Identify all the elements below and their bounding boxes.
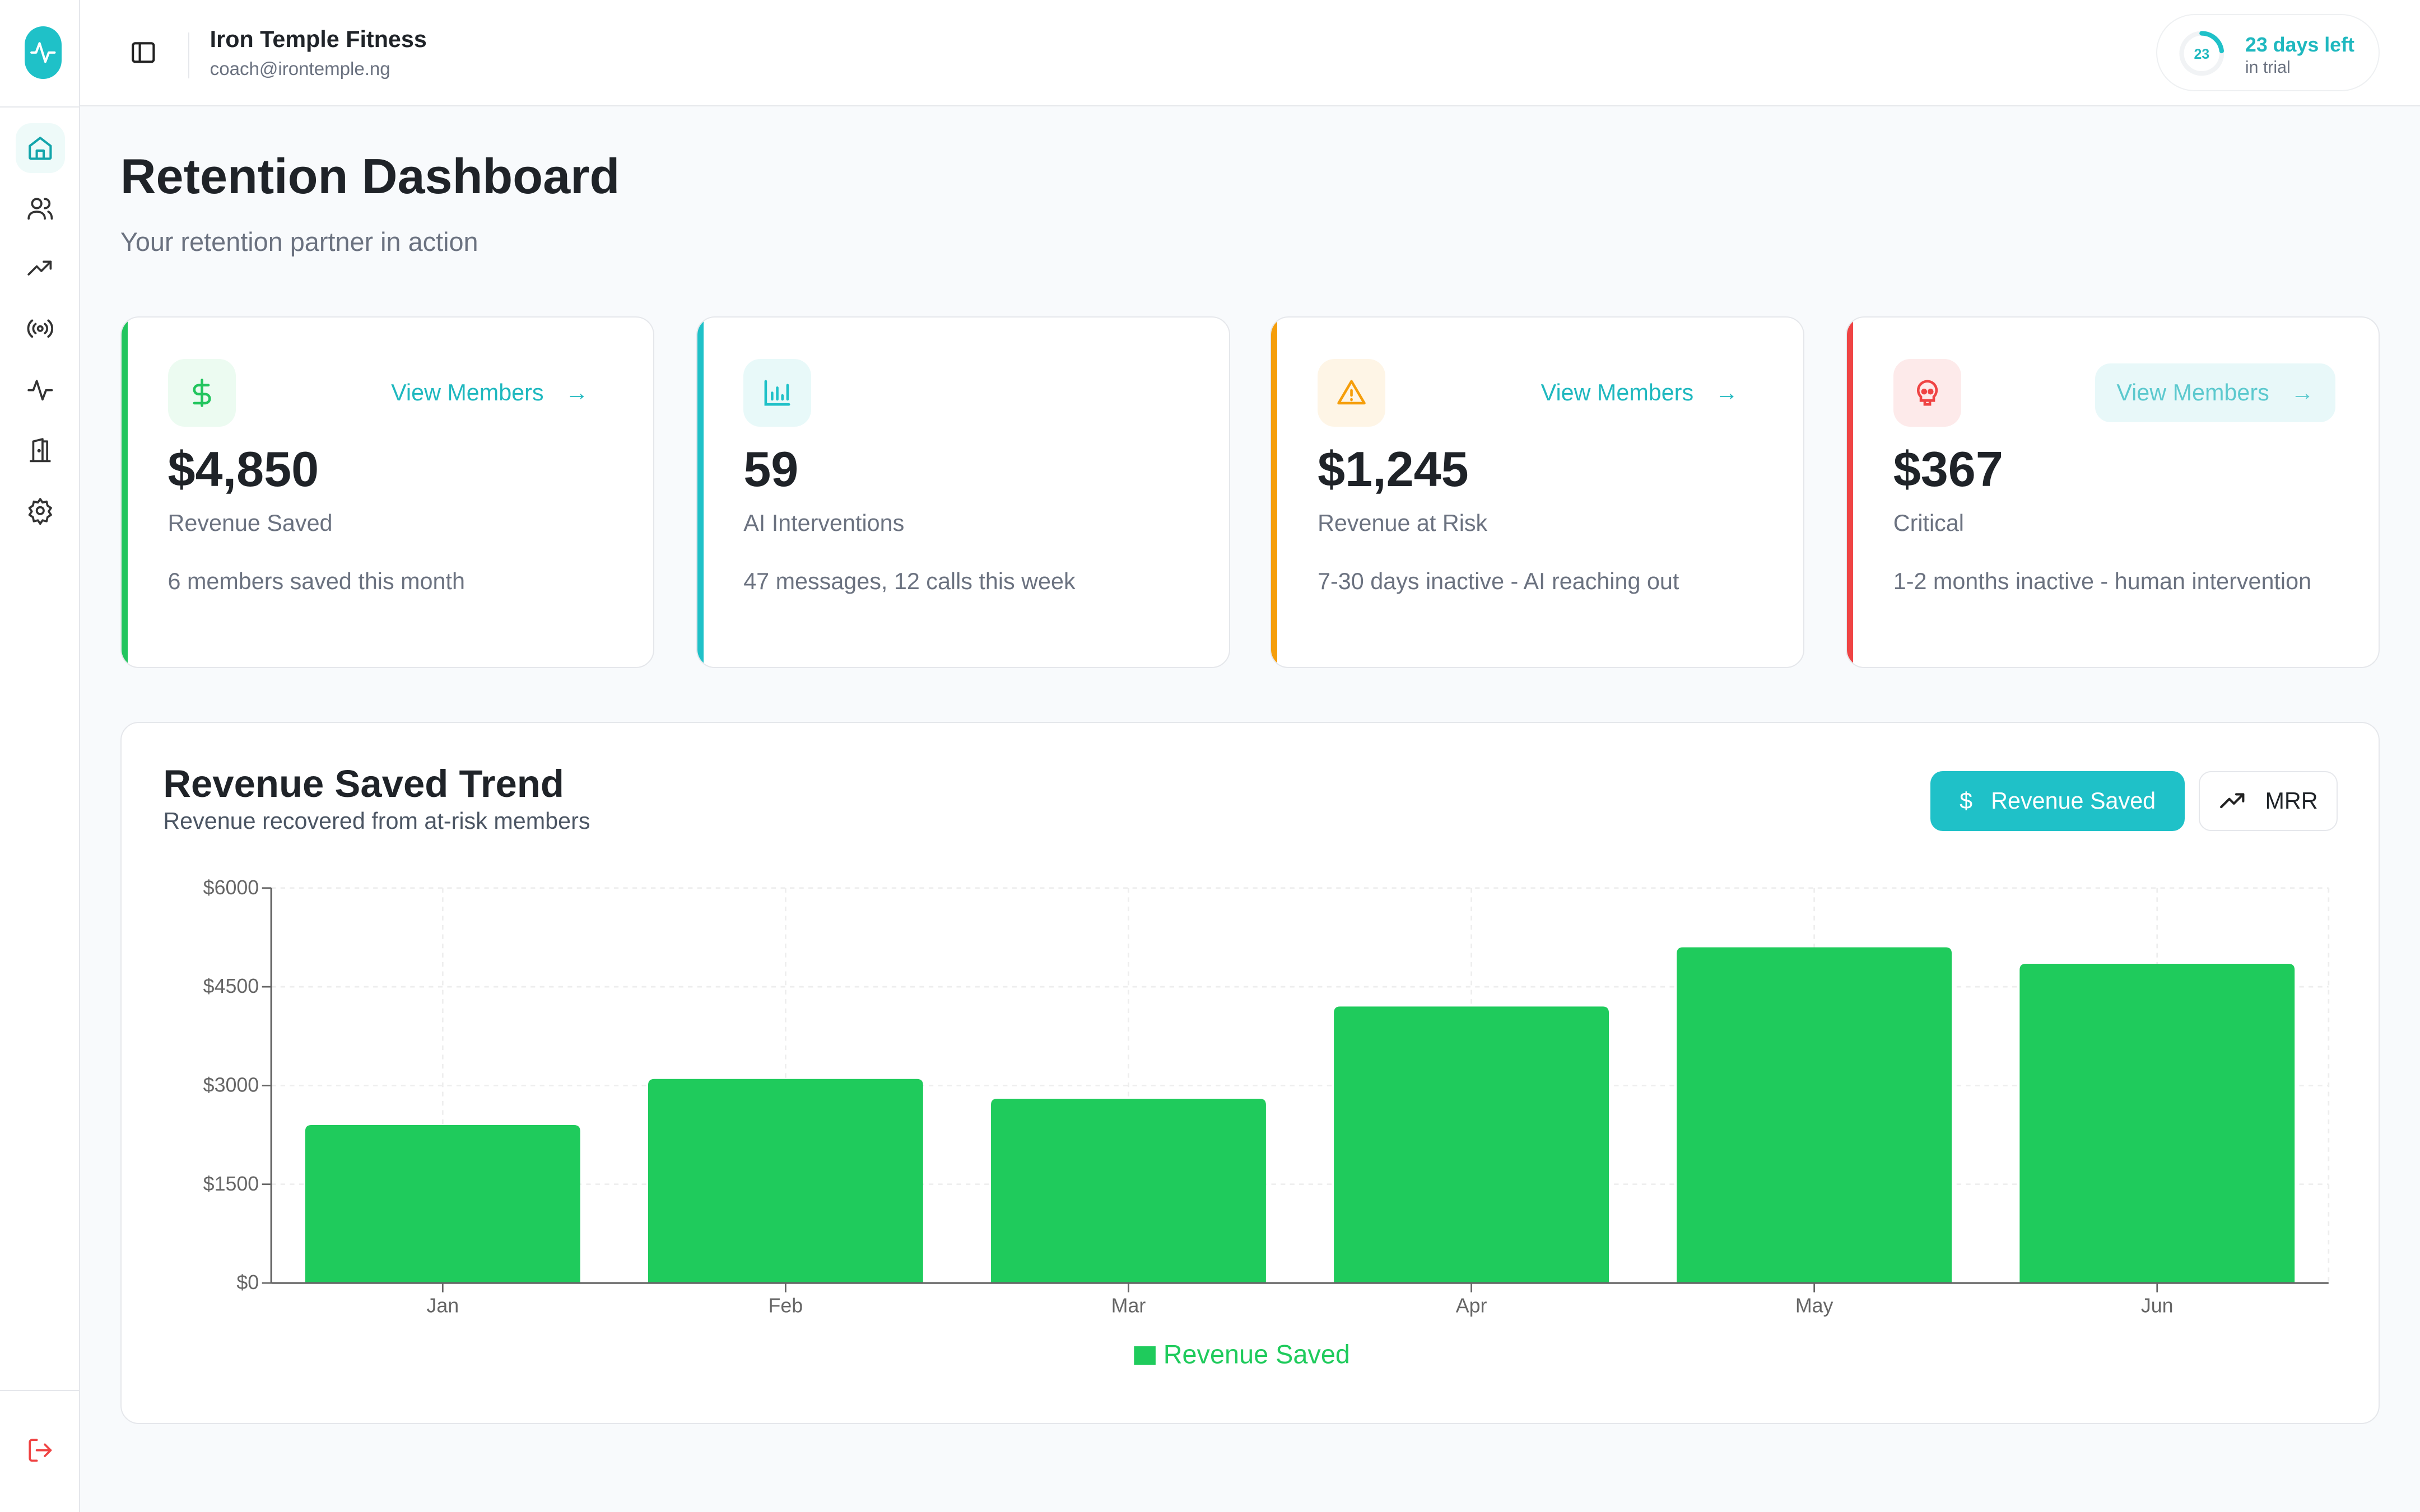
- bar-jan: [305, 1125, 580, 1284]
- stat-description: 7-30 days inactive - AI reaching out: [1318, 568, 1679, 594]
- bar-feb: [648, 1079, 923, 1284]
- stat-card-ai-interventions: 59 AI Interventions 47 messages, 12 call…: [696, 316, 1230, 668]
- x-tick-label: Feb: [768, 1295, 803, 1317]
- activity-icon[interactable]: [16, 366, 65, 415]
- divider: [188, 32, 189, 79]
- stat-description: 47 messages, 12 calls this week: [743, 568, 1076, 594]
- stat-card-critical: View Members → $367 Critical 1-2 months i…: [1846, 316, 2380, 668]
- revenue-trend-card: Revenue Saved Trend Revenue recovered fr…: [120, 722, 2380, 1424]
- trial-days-left: 23 days left: [2245, 33, 2354, 56]
- view-members-label: View Members: [1541, 380, 1694, 406]
- stat-label: Revenue Saved: [167, 510, 333, 536]
- x-tick-label: Apr: [1456, 1295, 1487, 1317]
- x-tick-label: May: [1795, 1295, 1833, 1317]
- view-members-button[interactable]: View Members →: [1519, 363, 1760, 422]
- y-tick-label: $6000: [203, 876, 259, 899]
- toggle-label: Revenue Saved: [1991, 788, 2156, 814]
- legend-label: Revenue Saved: [1164, 1340, 1350, 1369]
- user-email: coach@irontemple.ng: [210, 58, 390, 80]
- sidebar-toggle-icon[interactable]: [129, 39, 157, 73]
- trial-badge[interactable]: 23 23 days left in trial: [2156, 13, 2380, 91]
- stat-card-revenue-saved: View Members → $4,850 Revenue Saved 6 mem…: [120, 316, 655, 668]
- door-icon[interactable]: [16, 426, 65, 475]
- view-members-button[interactable]: View Members →: [370, 363, 610, 422]
- trending-up-icon[interactable]: [16, 244, 65, 293]
- divider: [0, 1390, 81, 1391]
- stat-value: $367: [1893, 441, 2003, 497]
- revenue-saved-toggle[interactable]: $ Revenue Saved: [1930, 771, 2185, 832]
- bar-jun: [2019, 964, 2295, 1284]
- stat-value: 59: [743, 441, 799, 497]
- arrow-right-icon: →: [2291, 380, 2314, 406]
- arrow-right-icon: →: [1715, 380, 1738, 406]
- skull-icon: [1893, 359, 1961, 427]
- stat-card-revenue-at-risk: View Members → $1,245 Revenue at Risk 7-3…: [1270, 316, 1804, 668]
- view-members-label: View Members: [2116, 380, 2269, 406]
- bar-chart-icon: [743, 359, 812, 427]
- revenue-bar-chart: $0 $1500 $3000 $4500 $6000 Jan Feb Mar Apr May Jun…: [203, 876, 2330, 1369]
- accent-bar: [697, 317, 704, 667]
- toggle-label: MRR: [2265, 788, 2318, 814]
- trial-days-number: 23: [2194, 47, 2210, 62]
- chart-title: Revenue Saved Trend: [163, 762, 564, 806]
- bar-may: [1677, 947, 1952, 1284]
- users-icon[interactable]: [16, 184, 65, 233]
- stat-description: 6 members saved this month: [167, 568, 465, 594]
- stat-label: Revenue at Risk: [1318, 510, 1488, 536]
- mrr-toggle[interactable]: MRR: [2199, 771, 2338, 832]
- y-tick-label: $0: [236, 1271, 259, 1294]
- dollar-icon: $: [1960, 788, 1973, 814]
- view-members-button[interactable]: View Members →: [2095, 363, 2336, 423]
- broadcast-icon[interactable]: [16, 304, 65, 353]
- divider: [0, 106, 81, 108]
- sidebar: [0, 0, 81, 1512]
- page-title: Retention Dashboard: [120, 148, 620, 204]
- home-icon[interactable]: [15, 123, 65, 173]
- chart-subtitle: Revenue recovered from at-risk members: [163, 808, 590, 834]
- trending-up-icon: [2219, 793, 2245, 808]
- settings-icon[interactable]: [16, 486, 65, 535]
- legend-swatch: [1134, 1346, 1156, 1365]
- stat-label: AI Interventions: [743, 510, 905, 536]
- bar-mar: [990, 1099, 1266, 1284]
- arrow-right-icon: →: [565, 380, 589, 406]
- topbar: Iron Temple Fitness coach@irontemple.ng …: [80, 0, 2420, 107]
- trial-progress-ring: 23: [2179, 31, 2224, 76]
- x-tick-label: Jan: [426, 1295, 459, 1317]
- accent-bar: [1847, 317, 1854, 667]
- stat-value: $4,850: [167, 441, 319, 497]
- logout-icon[interactable]: [16, 1426, 65, 1475]
- x-tick-label: Jun: [2141, 1295, 2174, 1317]
- stat-value: $1,245: [1318, 441, 1469, 497]
- bar-apr: [1334, 1006, 1609, 1284]
- accent-bar: [121, 317, 128, 667]
- view-members-label: View Members: [391, 380, 544, 406]
- warning-icon: [1318, 359, 1386, 427]
- x-tick-label: Mar: [1111, 1295, 1146, 1317]
- y-tick-label: $1500: [203, 1173, 259, 1195]
- y-tick-label: $4500: [203, 976, 259, 998]
- trial-sublabel: in trial: [2245, 58, 2291, 77]
- dollar-icon: [167, 359, 236, 427]
- page-subtitle: Your retention partner in action: [120, 227, 478, 256]
- stat-label: Critical: [1893, 510, 1964, 536]
- stat-description: 1-2 months inactive - human intervention: [1893, 568, 2312, 594]
- accent-bar: [1271, 317, 1278, 667]
- org-name: Iron Temple Fitness: [210, 26, 427, 52]
- app-logo[interactable]: [25, 26, 62, 79]
- y-tick-label: $3000: [203, 1074, 259, 1096]
